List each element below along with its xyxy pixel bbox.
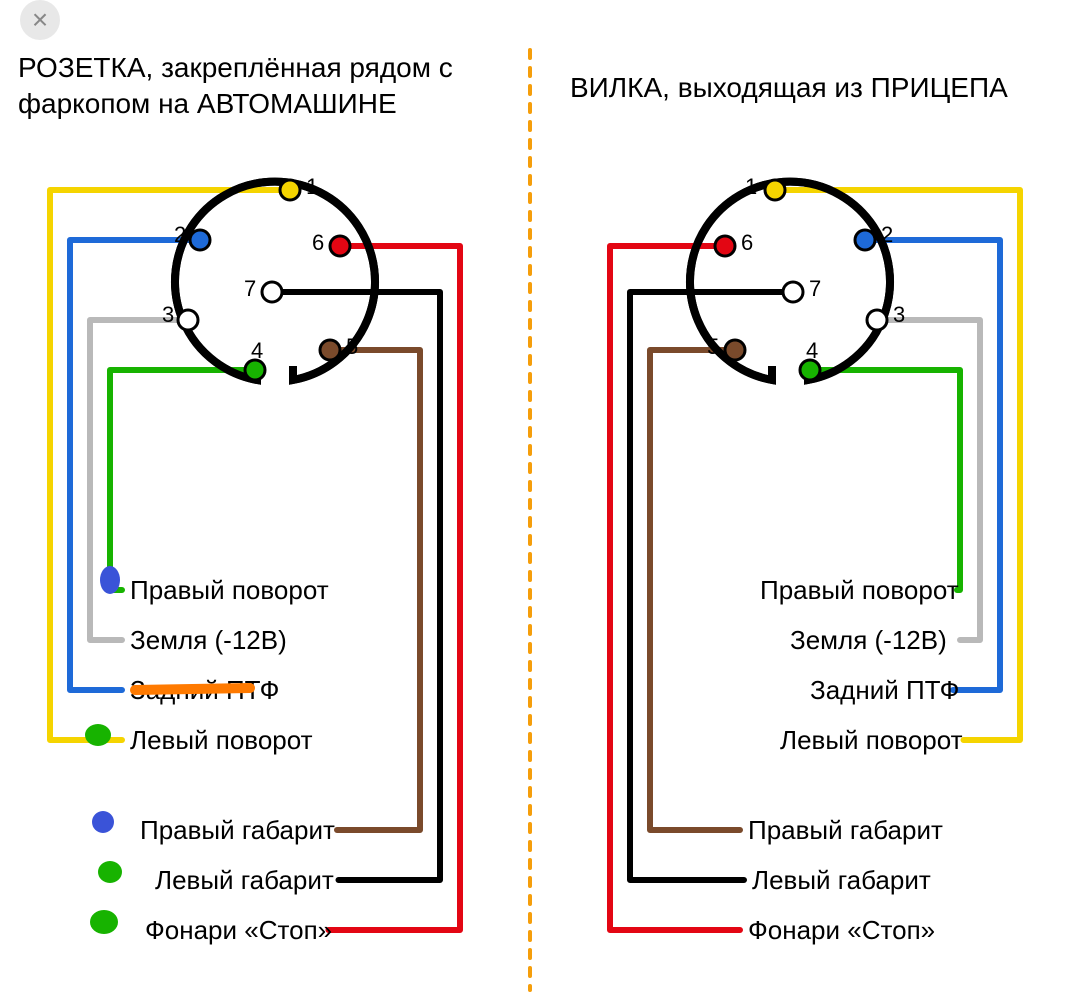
right-legend-4: Правый поворот — [760, 575, 959, 605]
left-legend-7: Левый габарит — [155, 865, 334, 895]
right-pin-label-3: 3 — [893, 302, 905, 327]
left-pin-label-5: 5 — [346, 334, 358, 359]
left-legend-3: Земля (-12В) — [130, 625, 287, 655]
annotation-dot-1 — [85, 724, 111, 746]
annotation-dot-2 — [92, 811, 114, 833]
left-pin-1 — [280, 180, 300, 200]
right-pin-label-5: 5 — [707, 334, 719, 359]
right-pin-2 — [855, 230, 875, 250]
annotation-dot-3 — [98, 861, 122, 883]
left-pin-5 — [320, 340, 340, 360]
right-pin-4 — [800, 360, 820, 380]
left-pin-label-7: 7 — [244, 276, 256, 301]
wiring-diagram: 1 2 3 4 5 6 7 Правый поворот Земля (-12В) Задний … — [0, 0, 1066, 1003]
left-pin-label-2: 2 — [174, 222, 186, 247]
left-pin-6 — [330, 236, 350, 256]
right-legend-1: Левый поворот — [780, 725, 963, 755]
annotation-dot-4 — [90, 910, 118, 934]
right-pin-label-7: 7 — [809, 276, 821, 301]
left-pin-3 — [178, 310, 198, 330]
left-legend-5: Правый габарит — [140, 815, 335, 845]
left-pin-label-4: 4 — [251, 338, 263, 363]
right-pin-label-6: 6 — [741, 230, 753, 255]
right-legend-3: Земля (-12В) — [790, 625, 947, 655]
right-pin-7 — [783, 282, 803, 302]
right-pin-label-2: 2 — [881, 222, 893, 247]
right-legend-6: Фонари «Стоп» — [748, 915, 935, 945]
right-legend-7: Левый габарит — [752, 865, 931, 895]
right-pin-3 — [867, 310, 887, 330]
left-legend-1: Левый поворот — [130, 725, 313, 755]
right-pin-label-1: 1 — [745, 174, 757, 199]
right-pin-5 — [725, 340, 745, 360]
left-pin-4 — [245, 360, 265, 380]
right-legend-5: Правый габарит — [748, 815, 943, 845]
right-wire-5 — [650, 350, 740, 830]
left-pin-label-6: 6 — [312, 230, 324, 255]
left-pin-label-3: 3 — [162, 302, 174, 327]
left-legend-6: Фонари «Стоп» — [145, 915, 332, 945]
left-wire-4 — [110, 370, 255, 590]
left-pin-2 — [190, 230, 210, 250]
right-legend-2: Задний ПТФ — [810, 675, 959, 705]
left-wire-5 — [330, 350, 420, 830]
right-pin-label-4: 4 — [806, 338, 818, 363]
right-wire-4 — [810, 370, 960, 590]
right-pin-6 — [715, 236, 735, 256]
left-legend-4: Правый поворот — [130, 575, 329, 605]
annotation-strike — [135, 688, 250, 690]
right-pin-1 — [765, 180, 785, 200]
left-pin-label-1: 1 — [306, 174, 318, 199]
left-pin-7 — [262, 282, 282, 302]
annotation-dot-0 — [100, 566, 120, 594]
